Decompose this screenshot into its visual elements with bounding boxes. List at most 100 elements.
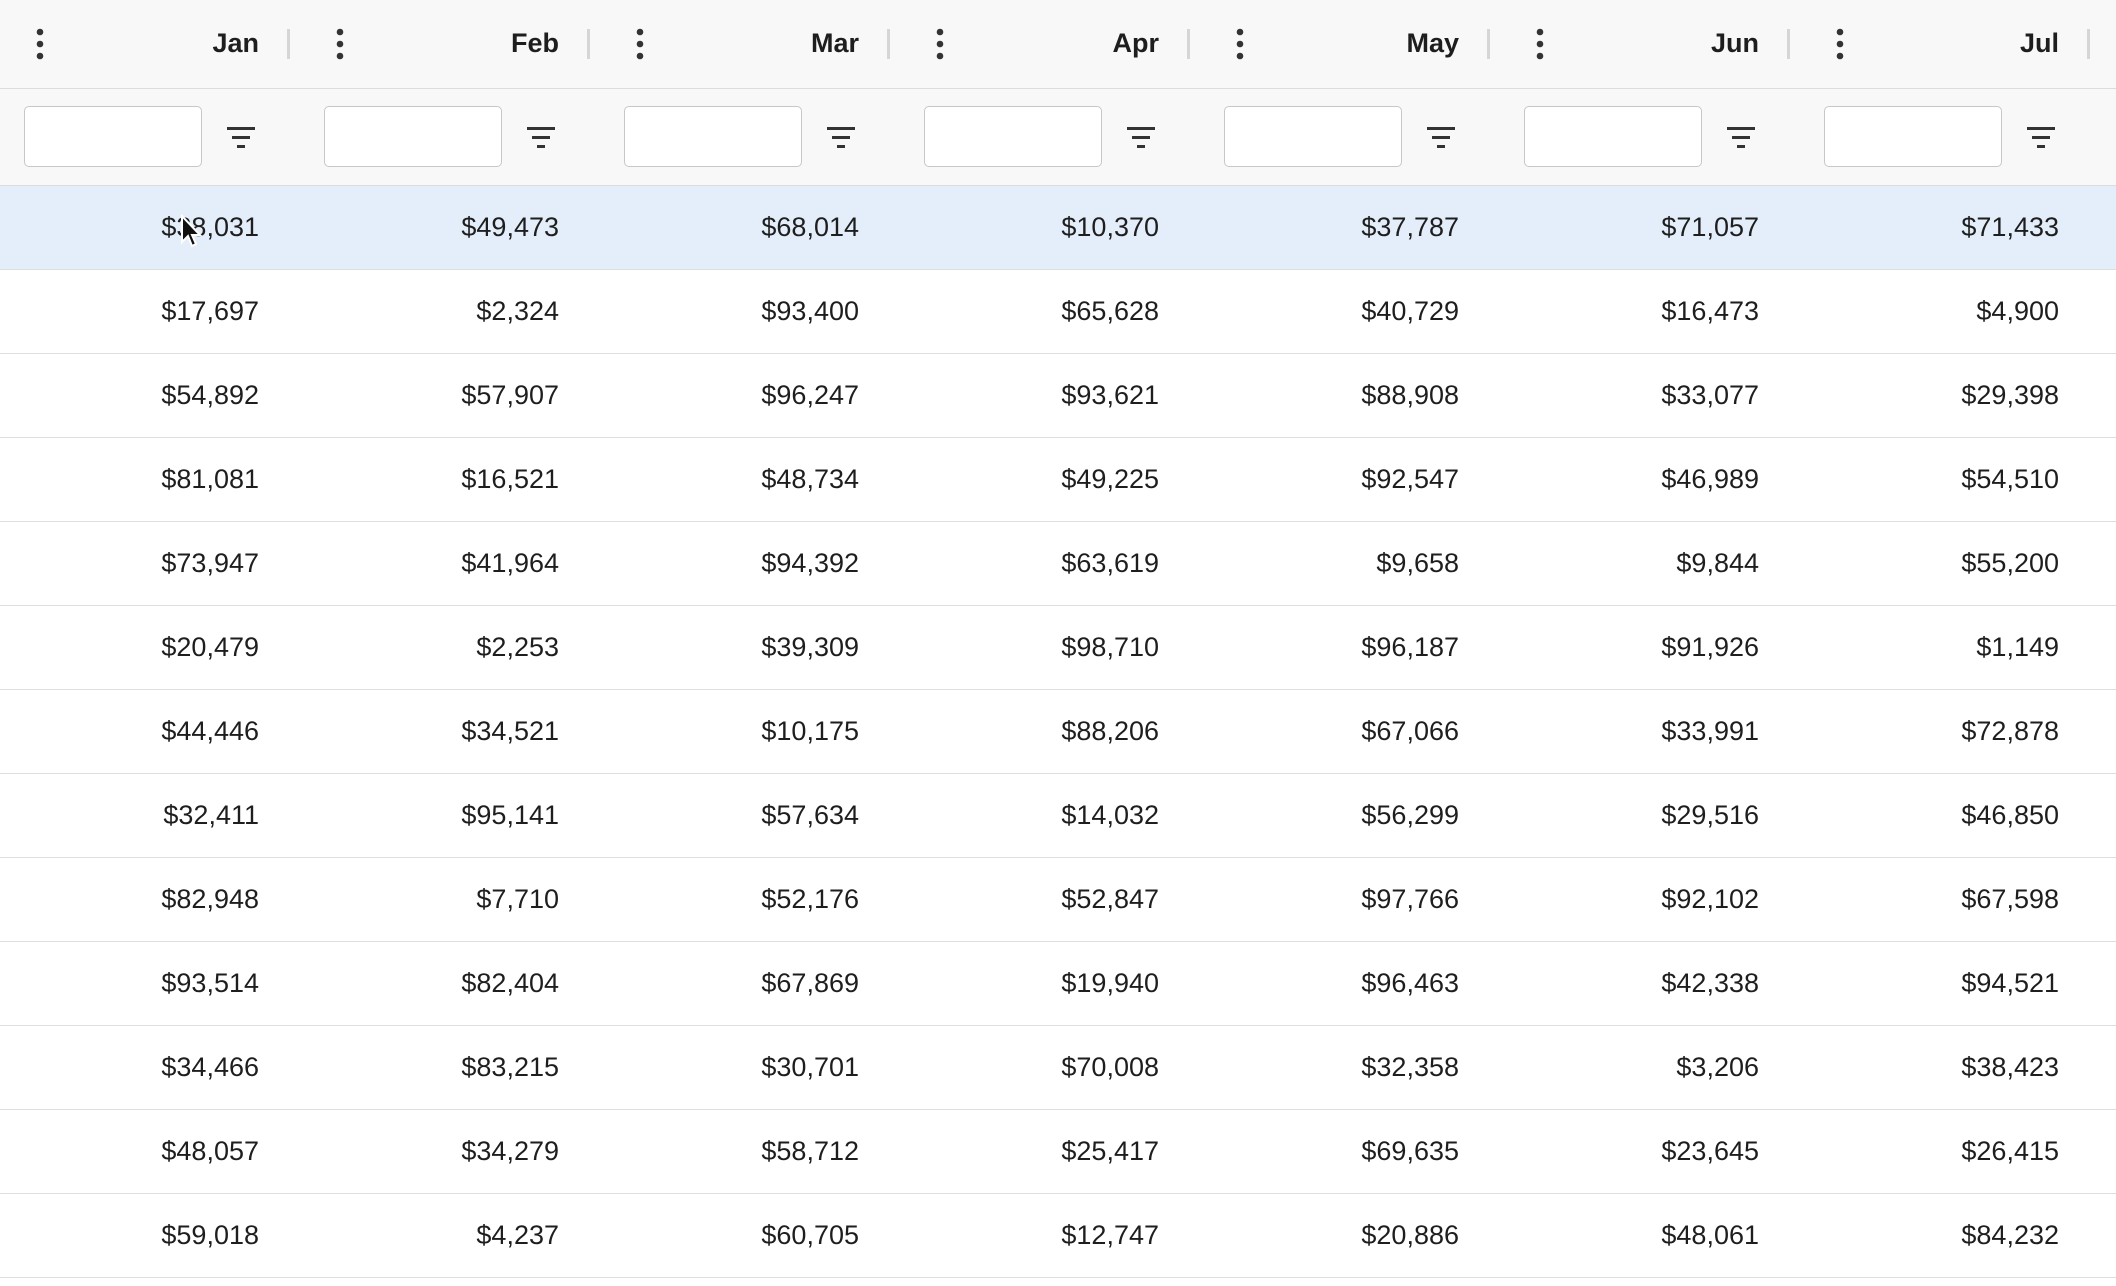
grid-cell[interactable]: $39,309 xyxy=(590,606,890,690)
column-title[interactable]: Jun xyxy=(1710,28,1759,58)
grid-cell[interactable]: $96,187 xyxy=(1190,606,1490,690)
column-header[interactable]: Apr xyxy=(890,0,1190,89)
grid-cell[interactable]: $20,479 xyxy=(0,606,290,690)
grid-cell[interactable]: $49,225 xyxy=(890,438,1190,522)
column-header[interactable]: Jul xyxy=(1790,0,2090,89)
filter-input[interactable] xyxy=(624,106,802,167)
grid-row[interactable]: $44,446 $34,521 $10,175 $88,206 $67,066 $33,9… xyxy=(0,690,2116,774)
grid-cell[interactable]: $26,415 xyxy=(1790,1110,2090,1194)
grid-cell[interactable]: $38,031 xyxy=(0,186,290,270)
column-resize-handle[interactable] xyxy=(1187,29,1190,59)
grid-row[interactable]: $34,466 $83,215 $30,701 $70,008 $32,358 $3,20… xyxy=(0,1026,2116,1110)
grid-cell[interactable]: $57,907 xyxy=(290,354,590,438)
grid-cell[interactable]: $88,908 xyxy=(1190,354,1490,438)
grid-cell[interactable]: $14,032 xyxy=(890,774,1190,858)
filter-button[interactable] xyxy=(827,125,855,154)
grid-cell[interactable]: $69,635 xyxy=(1190,1110,1490,1194)
grid-cell[interactable]: $20,886 xyxy=(1190,1194,1490,1278)
grid-row[interactable]: $93,514 $82,404 $67,869 $19,940 $96,463 $42,3… xyxy=(0,942,2116,1026)
grid-cell[interactable]: $16,521 xyxy=(290,438,590,522)
column-title[interactable]: Apr xyxy=(1112,28,1160,58)
grid-cell[interactable]: $91,926 xyxy=(1490,606,1790,690)
grid-cell[interactable]: $81,081 xyxy=(0,438,290,522)
grid-cell[interactable]: $60,705 xyxy=(590,1194,890,1278)
grid-row[interactable]: $73,947 $41,964 $94,392 $63,619 $9,658 $9,844… xyxy=(0,522,2116,606)
grid-cell[interactable]: $49,473 xyxy=(290,186,590,270)
filter-input[interactable] xyxy=(924,106,1102,167)
grid-cell[interactable]: $92,547 xyxy=(1190,438,1490,522)
grid-cell[interactable]: $10,175 xyxy=(590,690,890,774)
grid-cell[interactable]: $34,466 xyxy=(0,1026,290,1110)
grid-cell[interactable]: $37,787 xyxy=(1190,186,1490,270)
grid-cell[interactable]: $73,947 xyxy=(0,522,290,606)
grid-cell[interactable]: $19,940 xyxy=(890,942,1190,1026)
grid-cell[interactable]: $30,701 xyxy=(590,1026,890,1110)
filter-button[interactable] xyxy=(2027,125,2055,154)
grid-cell[interactable]: $9,658 xyxy=(1190,522,1490,606)
grid-cell[interactable]: $32,358 xyxy=(1190,1026,1490,1110)
grid-cell[interactable]: $12,747 xyxy=(890,1194,1190,1278)
grid-cell[interactable]: $57,634 xyxy=(590,774,890,858)
column-header[interactable]: Feb xyxy=(290,0,590,89)
grid-cell[interactable]: $32,411 xyxy=(0,774,290,858)
grid-cell[interactable]: $4,900 xyxy=(1790,270,2090,354)
grid-cell[interactable]: $10,370 xyxy=(890,186,1190,270)
filter-input[interactable] xyxy=(1224,106,1402,167)
grid-cell[interactable]: $4,237 xyxy=(290,1194,590,1278)
column-resize-handle[interactable] xyxy=(587,29,590,59)
grid-cell[interactable]: $95,141 xyxy=(290,774,590,858)
grid-cell[interactable]: $67,869 xyxy=(590,942,890,1026)
grid-cell[interactable]: $55,200 xyxy=(1790,522,2090,606)
grid-cell[interactable]: $63,619 xyxy=(890,522,1190,606)
column-resize-handle[interactable] xyxy=(887,29,890,59)
grid-cell[interactable]: $67,598 xyxy=(1790,858,2090,942)
grid-cell[interactable]: $96,247 xyxy=(590,354,890,438)
grid-cell[interactable]: $23,645 xyxy=(1490,1110,1790,1194)
column-resize-handle[interactable] xyxy=(287,29,290,59)
column-header[interactable]: Jun xyxy=(1490,0,1790,89)
grid-cell[interactable]: $29,398 xyxy=(1790,354,2090,438)
grid-cell[interactable]: $3,206 xyxy=(1490,1026,1790,1110)
grid-cell[interactable]: $34,521 xyxy=(290,690,590,774)
grid-cell[interactable]: $46,989 xyxy=(1490,438,1790,522)
grid-cell[interactable]: $96,463 xyxy=(1190,942,1490,1026)
grid-cell[interactable]: $93,400 xyxy=(590,270,890,354)
column-title[interactable]: Jul xyxy=(2019,28,2059,58)
grid-cell[interactable]: $38,423 xyxy=(1790,1026,2090,1110)
grid-row[interactable]: $54,892 $57,907 $96,247 $93,621 $88,908 $33,0… xyxy=(0,354,2116,438)
column-header[interactable]: Jan xyxy=(0,0,290,89)
filter-button[interactable] xyxy=(1127,125,1155,154)
grid-cell[interactable]: $52,847 xyxy=(890,858,1190,942)
grid-cell[interactable]: $48,734 xyxy=(590,438,890,522)
grid-row[interactable]: $17,697 $2,324 $93,400 $65,628 $40,729 $16,47… xyxy=(0,270,2116,354)
filter-input[interactable] xyxy=(324,106,502,167)
column-menu-button[interactable] xyxy=(936,28,944,65)
grid-cell[interactable]: $92,102 xyxy=(1490,858,1790,942)
grid-cell[interactable]: $48,061 xyxy=(1490,1194,1790,1278)
grid-cell[interactable]: $16,473 xyxy=(1490,270,1790,354)
grid-cell[interactable]: $82,404 xyxy=(290,942,590,1026)
column-header[interactable]: Mar xyxy=(590,0,890,89)
grid-cell[interactable]: $84,232 xyxy=(1790,1194,2090,1278)
grid-cell[interactable]: $44,446 xyxy=(0,690,290,774)
grid-cell[interactable]: $59,018 xyxy=(0,1194,290,1278)
column-menu-button[interactable] xyxy=(1236,28,1244,65)
grid-cell[interactable]: $93,621 xyxy=(890,354,1190,438)
grid-cell[interactable]: $33,077 xyxy=(1490,354,1790,438)
grid-cell[interactable]: $7,710 xyxy=(290,858,590,942)
column-title[interactable]: May xyxy=(1406,28,1459,58)
grid-row[interactable]: $59,018 $4,237 $60,705 $12,747 $20,886 $48,06… xyxy=(0,1194,2116,1278)
grid-cell[interactable]: $56,299 xyxy=(1190,774,1490,858)
filter-button[interactable] xyxy=(1727,125,1755,154)
column-menu-button[interactable] xyxy=(636,28,644,65)
grid-cell[interactable]: $17,697 xyxy=(0,270,290,354)
grid-cell[interactable]: $71,433 xyxy=(1790,186,2090,270)
column-menu-button[interactable] xyxy=(336,28,344,65)
grid-cell[interactable]: $71,057 xyxy=(1490,186,1790,270)
grid-cell[interactable]: $98,710 xyxy=(890,606,1190,690)
column-menu-button[interactable] xyxy=(36,28,44,65)
column-resize-handle[interactable] xyxy=(1487,29,1490,59)
grid-cell[interactable]: $1,149 xyxy=(1790,606,2090,690)
filter-button[interactable] xyxy=(227,125,255,154)
grid-cell[interactable]: $29,516 xyxy=(1490,774,1790,858)
